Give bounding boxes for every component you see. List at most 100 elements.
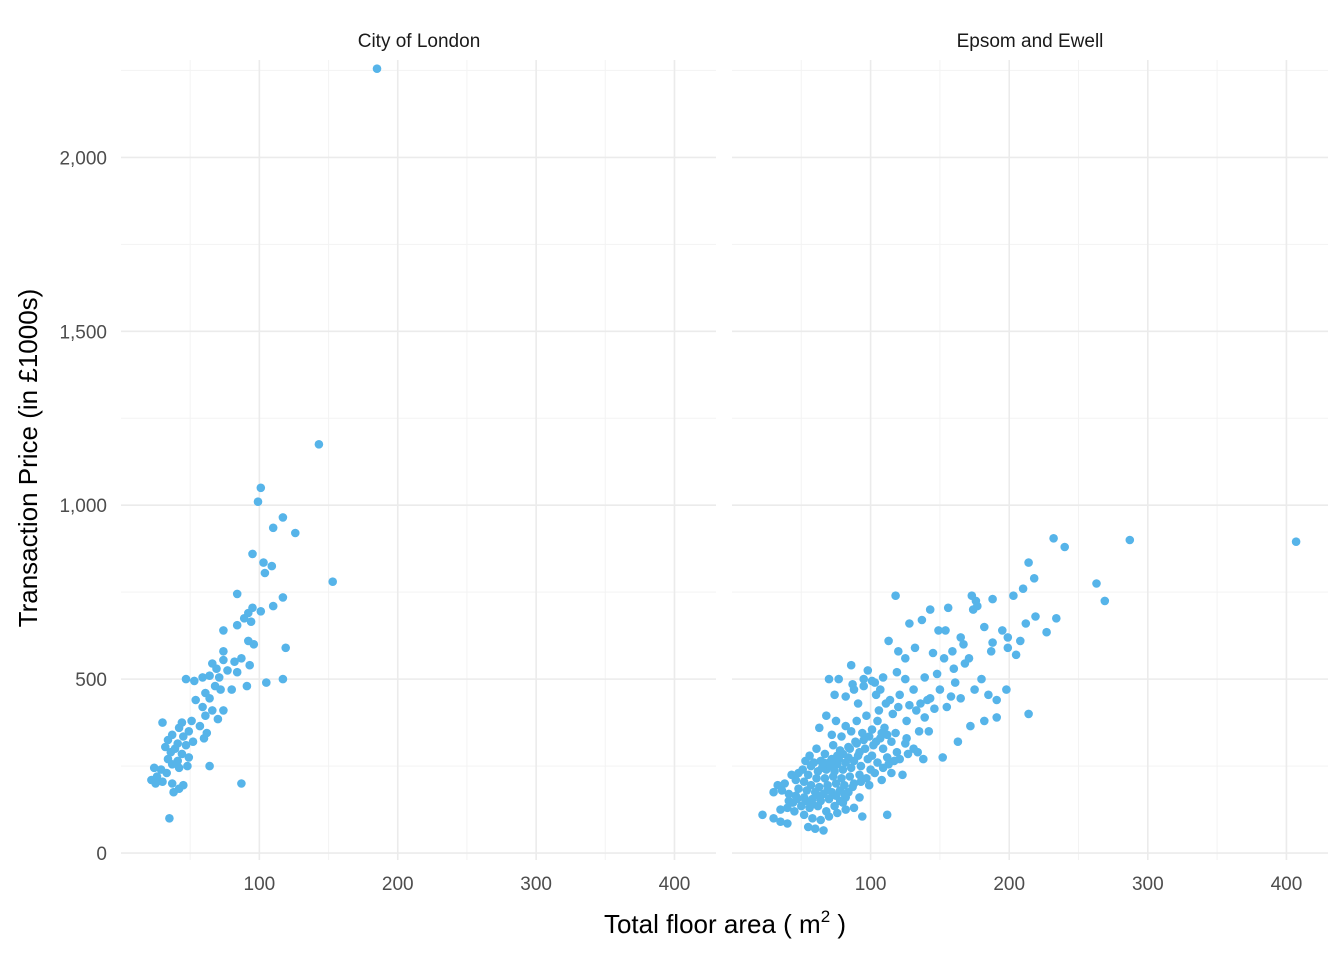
data-point bbox=[776, 817, 785, 826]
data-point bbox=[808, 814, 817, 823]
x-tick-label: 400 bbox=[1271, 874, 1303, 895]
data-point bbox=[943, 603, 953, 613]
data-point bbox=[941, 626, 950, 635]
data-point bbox=[824, 674, 834, 684]
data-point bbox=[956, 694, 965, 703]
data-point bbox=[174, 723, 184, 733]
data-point bbox=[260, 568, 270, 578]
data-point bbox=[372, 64, 382, 73]
data-point bbox=[758, 810, 767, 820]
data-point bbox=[938, 753, 947, 762]
data-point bbox=[966, 721, 975, 731]
data-point bbox=[925, 605, 935, 614]
data-point bbox=[877, 775, 886, 785]
data-point bbox=[986, 647, 996, 656]
data-point bbox=[934, 626, 943, 635]
facet-title-city-of-london: City of London bbox=[358, 31, 481, 52]
data-point bbox=[841, 721, 850, 731]
data-point bbox=[831, 716, 841, 726]
data-point bbox=[169, 787, 178, 797]
data-point bbox=[1002, 685, 1011, 694]
data-point bbox=[942, 702, 952, 712]
data-point bbox=[833, 808, 842, 818]
data-point bbox=[819, 758, 828, 767]
data-point bbox=[877, 728, 886, 738]
data-point bbox=[887, 768, 896, 778]
data-point bbox=[812, 744, 821, 753]
facet-panel-epsom-and-ewell: Epsom and Ewell bbox=[732, 31, 1328, 860]
data-point bbox=[1009, 591, 1018, 600]
data-point bbox=[769, 787, 778, 797]
y-tick-label: 1,500 bbox=[59, 322, 107, 343]
x-tick-label: 200 bbox=[993, 874, 1025, 895]
data-point bbox=[205, 671, 214, 680]
data-point bbox=[882, 810, 892, 820]
data-point bbox=[787, 770, 796, 780]
data-point bbox=[792, 794, 802, 804]
data-point bbox=[803, 822, 813, 832]
data-point bbox=[980, 622, 989, 632]
data-point bbox=[988, 638, 997, 647]
data-point bbox=[219, 626, 228, 635]
data-point bbox=[199, 734, 209, 743]
data-point bbox=[871, 737, 881, 746]
data-point bbox=[198, 702, 207, 712]
data-point bbox=[939, 654, 949, 663]
data-point bbox=[867, 751, 877, 760]
data-point bbox=[824, 812, 834, 821]
data-point bbox=[809, 758, 819, 767]
data-point bbox=[977, 674, 986, 684]
data-point bbox=[992, 713, 1001, 722]
data-point bbox=[970, 685, 979, 694]
data-point bbox=[256, 607, 266, 616]
data-point bbox=[278, 674, 288, 684]
data-point bbox=[184, 753, 194, 762]
data-point bbox=[841, 805, 850, 814]
data-point bbox=[213, 714, 223, 724]
data-point bbox=[858, 812, 867, 821]
x-axis-title-end: ) bbox=[830, 909, 846, 939]
data-point bbox=[256, 483, 266, 493]
data-point bbox=[149, 763, 159, 773]
data-point bbox=[1031, 612, 1040, 621]
data-point bbox=[841, 758, 850, 767]
data-point bbox=[852, 716, 861, 726]
data-point bbox=[846, 727, 856, 736]
data-point bbox=[1024, 558, 1033, 567]
data-point bbox=[328, 577, 338, 586]
data-point bbox=[179, 732, 188, 741]
data-point bbox=[214, 673, 224, 682]
data-point bbox=[232, 667, 242, 677]
data-point bbox=[1024, 709, 1033, 719]
data-point bbox=[826, 761, 835, 771]
data-point bbox=[162, 768, 171, 778]
data-point bbox=[163, 735, 173, 745]
data-point bbox=[190, 676, 199, 686]
data-point bbox=[808, 800, 817, 809]
data-point bbox=[884, 636, 893, 646]
facet-panel-city-of-london: City of London bbox=[121, 31, 716, 860]
data-point bbox=[191, 695, 200, 705]
data-point bbox=[914, 727, 924, 736]
data-point bbox=[856, 761, 866, 771]
data-point bbox=[801, 756, 810, 766]
data-point bbox=[166, 747, 176, 757]
data-point bbox=[859, 674, 868, 684]
data-point bbox=[799, 810, 809, 820]
facet-title-epsom-and-ewell: Epsom and Ewell bbox=[957, 31, 1104, 52]
data-point bbox=[920, 713, 929, 722]
data-point bbox=[1291, 537, 1301, 546]
data-point bbox=[916, 699, 925, 708]
data-point bbox=[783, 819, 792, 828]
data-point bbox=[848, 782, 857, 792]
data-point bbox=[946, 692, 956, 701]
data-point bbox=[278, 513, 288, 522]
data-point bbox=[158, 777, 167, 786]
data-point bbox=[878, 744, 888, 753]
data-point bbox=[769, 814, 778, 823]
data-point bbox=[881, 699, 891, 708]
data-point bbox=[784, 796, 794, 806]
data-point bbox=[188, 737, 198, 746]
data-point bbox=[912, 706, 921, 715]
data-point bbox=[828, 772, 838, 781]
